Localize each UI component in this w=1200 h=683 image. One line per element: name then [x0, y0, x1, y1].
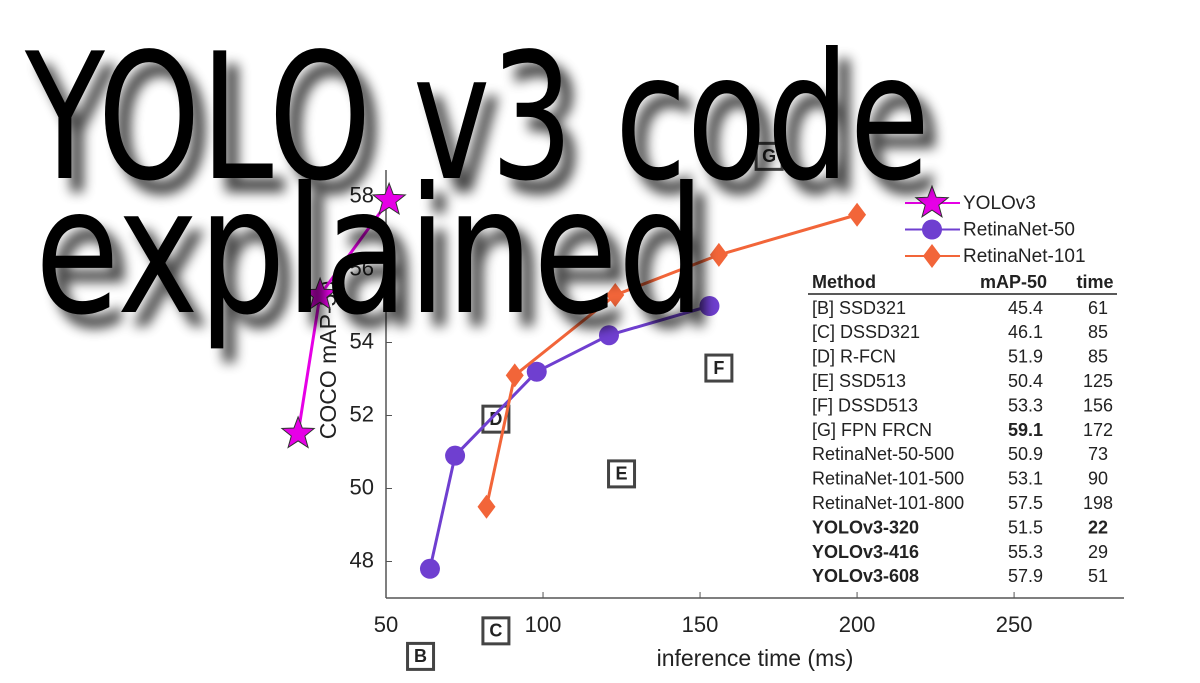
table-cell: 156 — [1083, 395, 1113, 415]
method-box-label: B — [414, 646, 427, 666]
table-cell: 29 — [1088, 542, 1108, 562]
table-cell: RetinaNet-101-800 — [812, 493, 964, 513]
point — [606, 283, 625, 308]
method-box — [754, 141, 784, 171]
method-box-label: F — [713, 358, 724, 378]
table-cell: [C] DSSD321 — [812, 322, 920, 342]
headline-line: YOLO v3 code — [24, 17, 930, 220]
table-cell: 125 — [1083, 371, 1113, 391]
table-header: mAP-50 — [980, 272, 1047, 292]
table-cell: 57.9 — [1008, 566, 1043, 586]
method-box — [704, 353, 734, 383]
point — [419, 558, 440, 579]
method-box — [607, 459, 637, 489]
point — [526, 361, 547, 382]
method-box-label: D — [489, 409, 502, 429]
table-cell: 55.3 — [1008, 542, 1043, 562]
headline-line: explained — [35, 151, 705, 354]
table-cell: YOLOv3-416 — [812, 542, 919, 562]
table-cell: 51.9 — [1008, 347, 1043, 367]
table-header: Method — [812, 272, 876, 292]
point — [280, 415, 316, 449]
legend-marker — [923, 244, 941, 268]
point — [598, 325, 619, 346]
point — [699, 296, 720, 316]
table-cell: 73 — [1088, 444, 1108, 464]
y-tick-label: 50 — [350, 474, 374, 499]
method-box-label: C — [489, 621, 502, 641]
point — [445, 445, 466, 466]
x-tick-label: 250 — [996, 612, 1033, 637]
table-cell: 59.1 — [1008, 420, 1043, 440]
table-cell: 57.5 — [1008, 493, 1043, 513]
table-cell: YOLOv3-608 — [812, 566, 919, 586]
table-cell: 50.9 — [1008, 444, 1043, 464]
legend-label: YOLOv3 — [963, 193, 1036, 214]
headline: YOLO v3 code explained — [24, 17, 930, 354]
table-cell: 46.1 — [1008, 322, 1043, 342]
table-cell: 61 — [1088, 298, 1108, 318]
point — [477, 494, 496, 519]
y-tick-label: 48 — [350, 547, 374, 572]
legend-marker — [922, 219, 942, 240]
table-cell: [D] R-FCN — [812, 347, 896, 367]
table-cell: 90 — [1088, 469, 1108, 489]
x-tick-label: 100 — [525, 612, 562, 637]
point — [371, 181, 407, 216]
point — [709, 242, 728, 267]
x-tick-label: 200 — [839, 612, 876, 637]
table-cell: RetinaNet-50-500 — [812, 444, 954, 464]
legend-marker — [914, 184, 950, 218]
method-box — [481, 616, 511, 646]
y-tick-label: 54 — [350, 328, 374, 353]
point — [505, 363, 524, 388]
table-cell: 172 — [1083, 420, 1113, 440]
table-cell: 85 — [1088, 322, 1108, 342]
table-cell: 53.1 — [1008, 469, 1043, 489]
y-tick-label: 58 — [350, 182, 374, 207]
y-tick-label: 56 — [350, 255, 374, 280]
table-cell: [E] SSD513 — [812, 371, 906, 391]
legend-label: RetinaNet-50 — [963, 220, 1075, 241]
legend-label: RetinaNet-101 — [963, 246, 1086, 267]
x-tick-label: 150 — [682, 612, 719, 637]
method-box-label: G — [762, 146, 776, 166]
table-cell: 85 — [1088, 347, 1108, 367]
table-cell: [F] DSSD513 — [812, 395, 918, 415]
table-cell: YOLOv3-320 — [812, 517, 919, 537]
table-cell: 51.5 — [1008, 517, 1043, 537]
table-cell: RetinaNet-101-500 — [812, 469, 964, 489]
x-tick-label: 50 — [374, 612, 398, 637]
table-cell: 50.4 — [1008, 371, 1043, 391]
table-cell: 53.3 — [1008, 395, 1043, 415]
table-cell: 45.4 — [1008, 298, 1043, 318]
table-header: time — [1076, 272, 1113, 292]
x-axis-label: inference time (ms) — [657, 645, 854, 671]
table-cell: [G] FPN FRCN — [812, 420, 932, 440]
point — [302, 276, 338, 310]
table-cell: 198 — [1083, 493, 1113, 513]
y-tick-label: 52 — [350, 401, 374, 426]
table-cell: [B] SSD321 — [812, 298, 906, 318]
point — [848, 202, 867, 227]
chart: 50 100 150 200 250 48 50 52 54 56 58 inference time… — [280, 141, 1124, 671]
table-cell: 22 — [1088, 517, 1108, 537]
table-cell: 51 — [1088, 566, 1108, 586]
method-box — [406, 641, 436, 671]
method-box-label: E — [616, 464, 628, 484]
